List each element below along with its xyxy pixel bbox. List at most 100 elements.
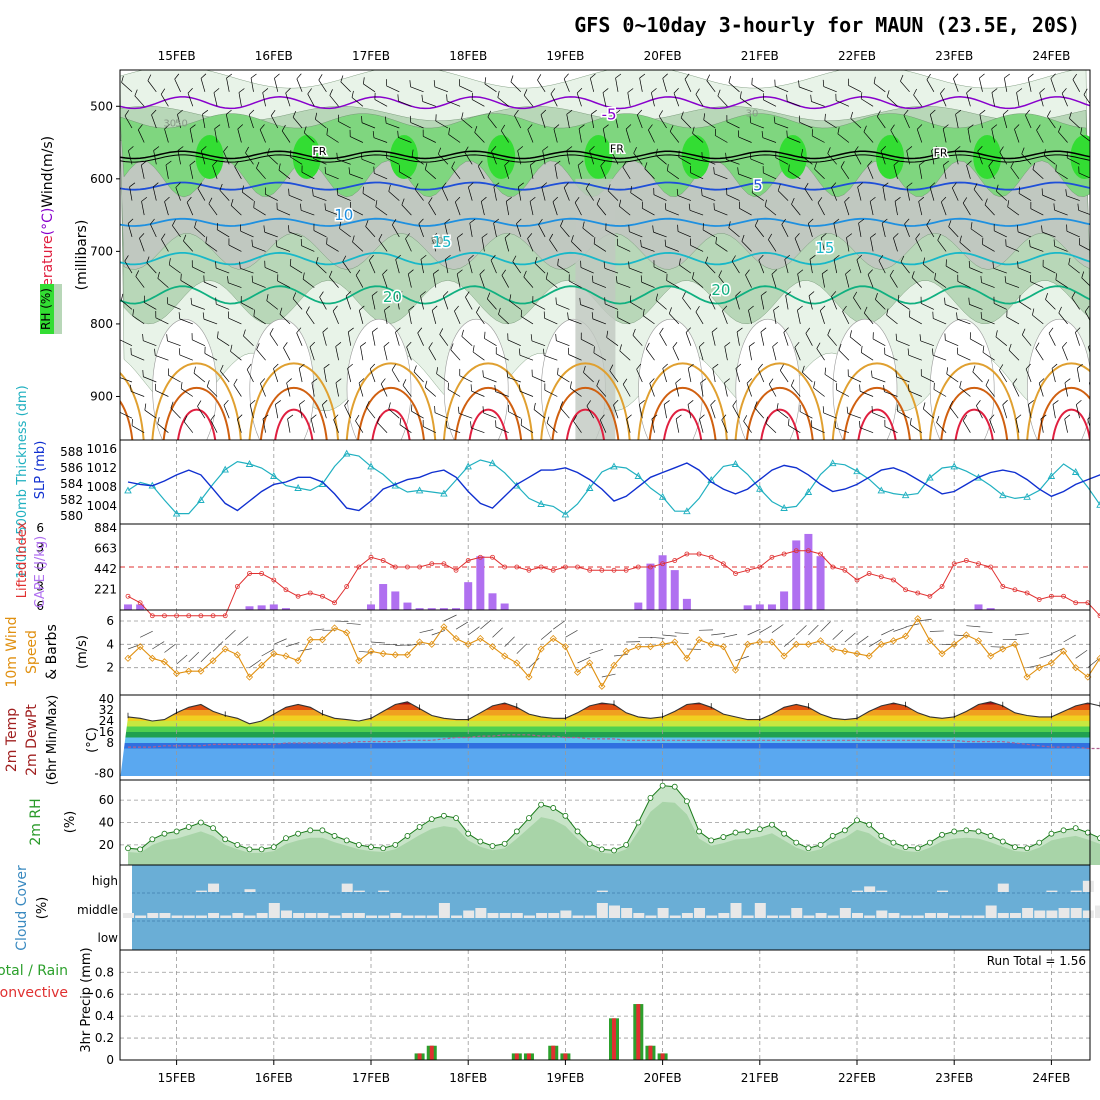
wind10m-marker — [294, 657, 302, 665]
wind-barb-shaft — [758, 259, 765, 274]
wind-barb-shaft — [712, 368, 716, 383]
wind-barb-shaft — [805, 333, 813, 346]
wind-barb — [178, 348, 193, 361]
wind-barb-flag — [447, 382, 449, 390]
wind-barb — [289, 150, 303, 165]
wind-barb-flag — [1027, 73, 1034, 79]
cloud-mid-bar — [341, 913, 353, 918]
wind-barb-flag — [279, 307, 283, 315]
wind-barb-shaft — [880, 150, 886, 165]
wind-barb-flag — [754, 401, 758, 408]
cape-ylabel: CAPE (J/kg) — [33, 536, 48, 608]
wind-barb — [214, 124, 221, 143]
wind-barb-shaft — [931, 150, 935, 165]
wind-barb-flag — [461, 329, 464, 337]
isotherm-30-loop — [260, 387, 328, 440]
wind-barb-shaft — [864, 312, 874, 325]
wind-barb-flag — [506, 197, 512, 202]
wind-barb-shaft — [1051, 368, 1056, 383]
wind-barb-shaft — [520, 316, 534, 325]
wind-barb-flag — [659, 327, 664, 334]
wind-barb — [1053, 203, 1068, 216]
wind-barb — [773, 305, 780, 324]
wind-barb-shaft — [758, 368, 765, 383]
wind-barb-shaft — [779, 370, 789, 383]
wind-barb — [189, 124, 196, 143]
wind-barb-shaft — [972, 371, 983, 383]
wind-barb-flag — [824, 367, 827, 375]
wind-barb-shaft — [417, 332, 424, 346]
dry-bubble — [1027, 318, 1090, 440]
wind-barb-shaft — [890, 130, 898, 143]
rh2m-tick-label: 20 — [99, 838, 114, 852]
wind-barb-flag — [197, 400, 202, 407]
cloud-mid-bar — [937, 913, 949, 918]
wind-barb — [617, 310, 631, 325]
wind-barb — [680, 111, 692, 129]
wind-barb-shaft — [1004, 77, 1008, 92]
wind-barb-flag — [249, 399, 256, 405]
wind-barb — [190, 297, 206, 310]
wind-barb-shaft — [1036, 130, 1044, 143]
wind-barb-flag — [884, 419, 886, 427]
wind-barb-flag — [589, 146, 595, 152]
wind-barb-flag — [174, 73, 180, 80]
li-marker — [356, 564, 362, 570]
wind10m-marker — [950, 640, 958, 648]
wind-barb — [345, 291, 352, 310]
wind-barb-flag — [336, 152, 338, 160]
precip-legend-total: Total / Rain — [0, 963, 68, 979]
wind-barb-shaft — [194, 227, 206, 238]
wind-barb-flag — [1050, 73, 1056, 79]
wind-barb-shaft — [1038, 383, 1044, 397]
wind-barb — [555, 333, 570, 347]
isotherm-25-loop — [831, 362, 923, 440]
li-marker — [720, 561, 726, 567]
wind-barb-shaft — [360, 346, 364, 361]
wind-barb — [732, 400, 740, 419]
wind-barb-shaft — [668, 313, 680, 325]
wind-barb-shaft — [775, 157, 789, 165]
cloud-high-bar — [864, 886, 876, 892]
wind-barb-shaft — [365, 226, 376, 238]
wind-barb-flag — [625, 124, 632, 130]
wind-barb — [666, 273, 679, 288]
wind-barb — [726, 115, 740, 129]
wind-barb-shaft — [290, 156, 303, 165]
wind-barb-flag — [1045, 293, 1048, 300]
wind-barb-flag — [277, 274, 279, 282]
wind-barb — [384, 305, 390, 324]
wind-barb-flag — [606, 330, 609, 338]
wind-barb-shaft — [428, 202, 437, 216]
wind10m-marker — [221, 645, 229, 653]
cloud-mid-bar — [876, 910, 888, 918]
wind-barb-flag — [360, 342, 367, 347]
rh2m-marker — [295, 830, 302, 837]
wind-barb — [401, 198, 412, 216]
wind-barb — [300, 203, 315, 216]
wind-barb-shaft — [995, 336, 1008, 346]
rh2m-marker — [319, 827, 326, 834]
wind-barb-flag — [130, 384, 132, 392]
wind-barb — [128, 146, 134, 165]
wind-barb-flag — [952, 182, 957, 189]
rh2m-tick-label: 60 — [99, 793, 114, 807]
wind-barb-shaft — [298, 368, 303, 383]
wind-barb — [788, 418, 801, 433]
wind10m-barb — [237, 636, 249, 646]
wind-barb — [942, 124, 949, 143]
wind-barb-shaft — [772, 346, 777, 361]
wind-barb-flag — [895, 370, 897, 378]
wind-barb-flag — [537, 74, 542, 81]
wind-barb — [264, 187, 278, 201]
wind-barb-shaft — [626, 419, 631, 433]
thickness-marker — [780, 504, 788, 511]
wind-barb — [177, 109, 183, 129]
wind-barb-shaft — [192, 266, 206, 274]
wind-barb-flag — [728, 221, 731, 228]
wind-barb-shaft — [493, 223, 497, 237]
wind-barb-flag — [391, 364, 396, 371]
wind-barb-flag — [141, 160, 147, 166]
wind-barb-shaft — [946, 373, 959, 383]
wind-barb-shaft — [514, 115, 522, 129]
